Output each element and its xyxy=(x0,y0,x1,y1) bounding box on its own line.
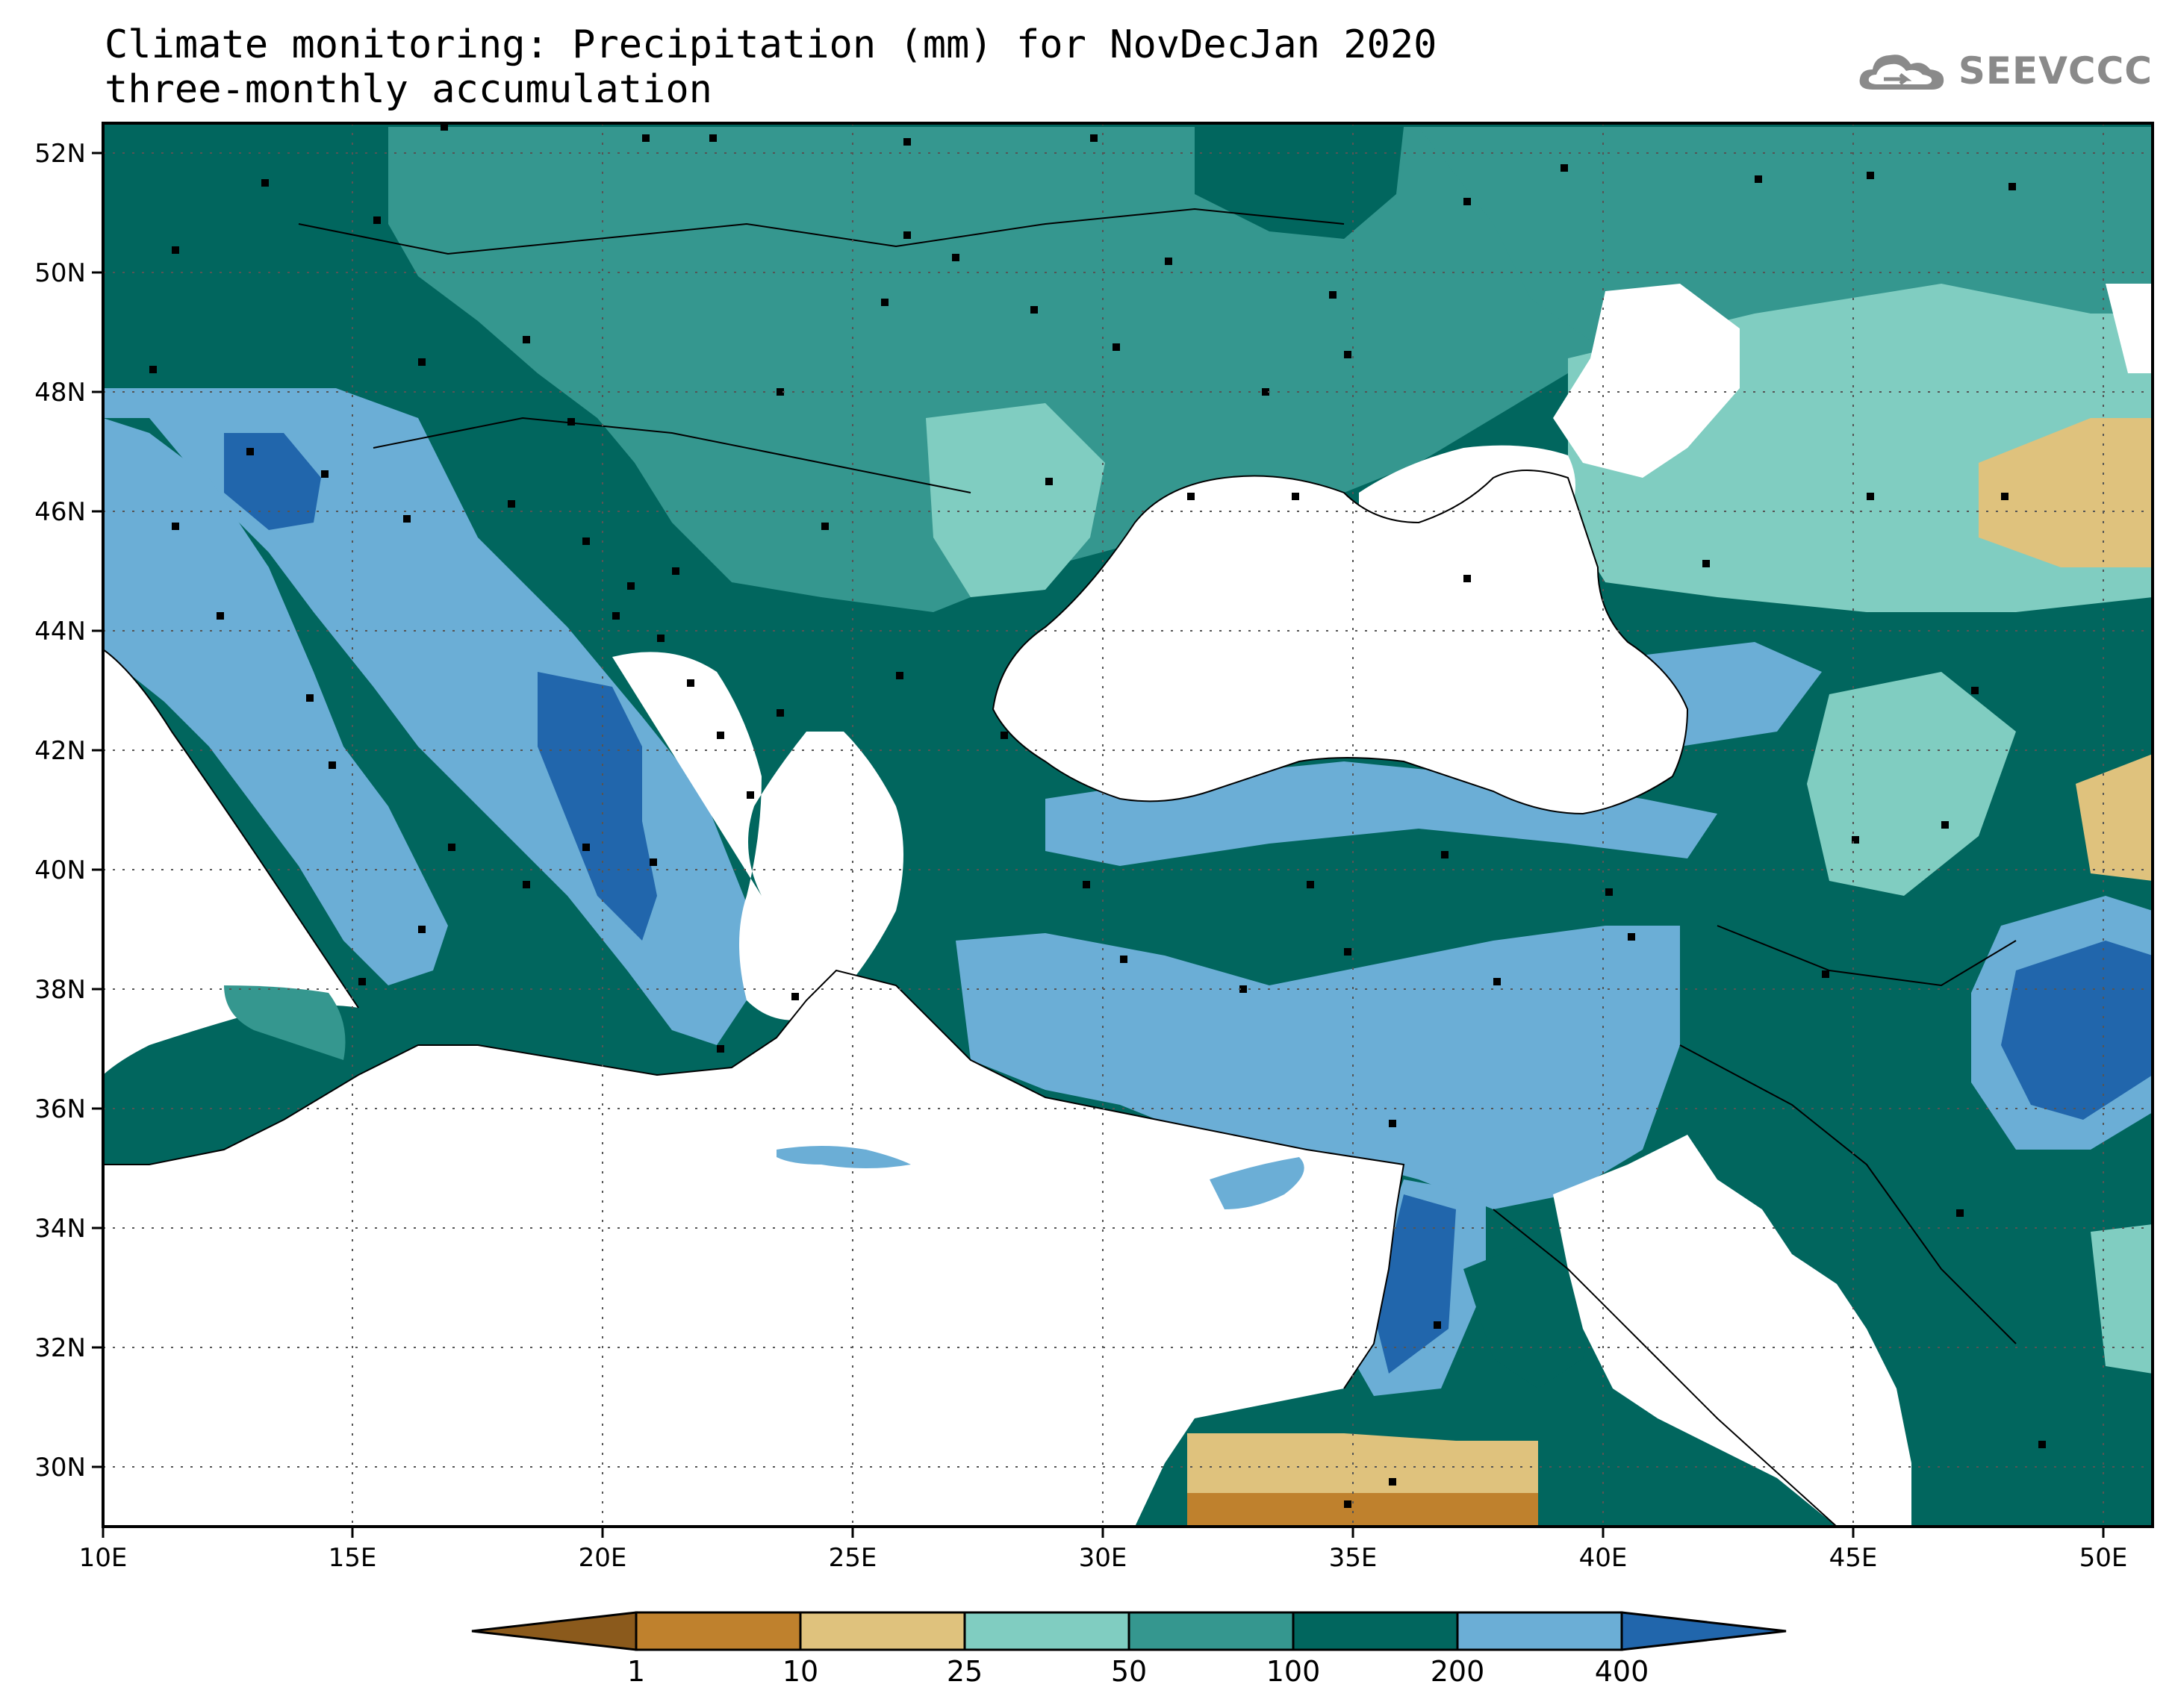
colorbar-bin-100-200 xyxy=(1292,1611,1459,1651)
logo-text: SEEVCCC xyxy=(1958,49,2153,93)
lat-tick-40n: 40N xyxy=(34,855,86,885)
colorbar-label-100: 100 xyxy=(1266,1655,1321,1688)
seevccc-logo: SEEVCCC xyxy=(1854,45,2153,97)
lat-tick-42n: 42N xyxy=(34,736,86,766)
no-data-volgograd xyxy=(1553,284,1740,478)
colorbar-label-1: 1 xyxy=(627,1655,645,1688)
lon-tick-40e: 40E xyxy=(1579,1543,1628,1573)
colorbar-bin-10-25 xyxy=(799,1611,966,1651)
colorbar-extend-high xyxy=(1620,1611,1787,1651)
colorbar-bin-50-100 xyxy=(1127,1611,1295,1651)
colorbar-label-25: 25 xyxy=(947,1655,983,1688)
sicily xyxy=(224,985,346,1060)
tick-marks xyxy=(92,152,2105,1538)
colorbar: 1 10 25 50 100 200 400 xyxy=(471,1611,1787,1688)
title-line-1: Climate monitoring: Precipitation (mm) f… xyxy=(105,22,1437,67)
map-title: Climate monitoring: Precipitation (mm) f… xyxy=(105,22,1437,112)
lat-tick-38n: 38N xyxy=(34,975,86,1005)
precip-region-200-400-italy xyxy=(103,418,448,985)
coastlines xyxy=(103,208,2017,1527)
colorbar-extend-low xyxy=(471,1611,638,1651)
crete xyxy=(777,1146,911,1168)
lon-tick-35e: 35E xyxy=(1329,1543,1378,1573)
lat-tick-50n: 50N xyxy=(34,258,86,288)
lat-tick-32n: 32N xyxy=(34,1333,86,1363)
precip-region-200-400-anatolia-south xyxy=(956,926,1680,1209)
precip-region-25-50-moldova xyxy=(926,403,1105,597)
cloud-icon xyxy=(1859,54,1944,90)
lon-tick-20e: 20E xyxy=(579,1543,627,1573)
colorbar-bin-1-10 xyxy=(635,1611,802,1651)
precip-region-400plus-albania xyxy=(538,672,657,941)
colorbar-label-10: 10 xyxy=(782,1655,818,1688)
no-data-east xyxy=(2106,284,2153,373)
lat-tick-labels: 30N 32N 34N 36N 38N 40N 42N 44N 46N 48N … xyxy=(34,139,86,1483)
precip-region-10-25-kalmykia xyxy=(1979,418,2153,567)
precip-region-25-50-iran xyxy=(2091,1224,2153,1374)
lat-tick-34n: 34N xyxy=(34,1214,86,1244)
sea-azov xyxy=(1359,445,1575,532)
map-fill-layer xyxy=(103,123,2153,1527)
precip-region-400plus-alps xyxy=(224,433,321,530)
lat-tick-48n: 48N xyxy=(34,378,86,408)
lon-tick-50e: 50E xyxy=(2079,1543,2128,1573)
colorbar-label-200: 200 xyxy=(1431,1655,1485,1688)
desert-no-data xyxy=(1553,1135,1911,1527)
precip-region-100-200-ne xyxy=(1195,127,1404,239)
sea-aegean xyxy=(612,652,903,1020)
lat-tick-46n: 46N xyxy=(34,497,86,527)
precip-region-400plus-caspian-south xyxy=(2001,941,2153,1120)
precip-region-1-10-sinai xyxy=(1187,1493,1538,1527)
black-sea xyxy=(993,470,1687,814)
precip-region-100-200-jordan xyxy=(1463,1239,1598,1388)
colorbar-label-50: 50 xyxy=(1111,1655,1147,1688)
sea-tyrrhenian xyxy=(103,649,358,1075)
title-line-2: three-monthly accumulation xyxy=(105,67,712,112)
map-frame xyxy=(102,122,2154,1528)
lat-tick-30n: 30N xyxy=(34,1453,86,1483)
cyprus xyxy=(1210,1157,1304,1209)
precip-region-10-25-caspian xyxy=(2076,754,2153,881)
lon-tick-30e: 30E xyxy=(1079,1543,1127,1573)
precip-region-50-100 xyxy=(388,127,1717,612)
lon-tick-25e: 25E xyxy=(829,1543,877,1573)
colorbar-bin-200-400 xyxy=(1456,1611,1623,1651)
sea-mediterranean xyxy=(103,970,1404,1527)
lon-tick-labels: 10E 15E 20E 25E 30E 35E 40E 45E 50E xyxy=(79,1543,2128,1573)
colorbar-bin-25-50 xyxy=(963,1611,1130,1651)
lat-tick-44n: 44N xyxy=(34,617,86,646)
lat-tick-52n: 52N xyxy=(34,139,86,169)
station-markers xyxy=(149,123,2046,1508)
lon-tick-10e: 10E xyxy=(79,1543,128,1573)
graticule xyxy=(103,123,2153,1527)
lon-tick-45e: 45E xyxy=(1829,1543,1878,1573)
lon-tick-15e: 15E xyxy=(329,1543,377,1573)
lat-tick-36n: 36N xyxy=(34,1094,86,1124)
colorbar-label-400: 400 xyxy=(1595,1655,1649,1688)
